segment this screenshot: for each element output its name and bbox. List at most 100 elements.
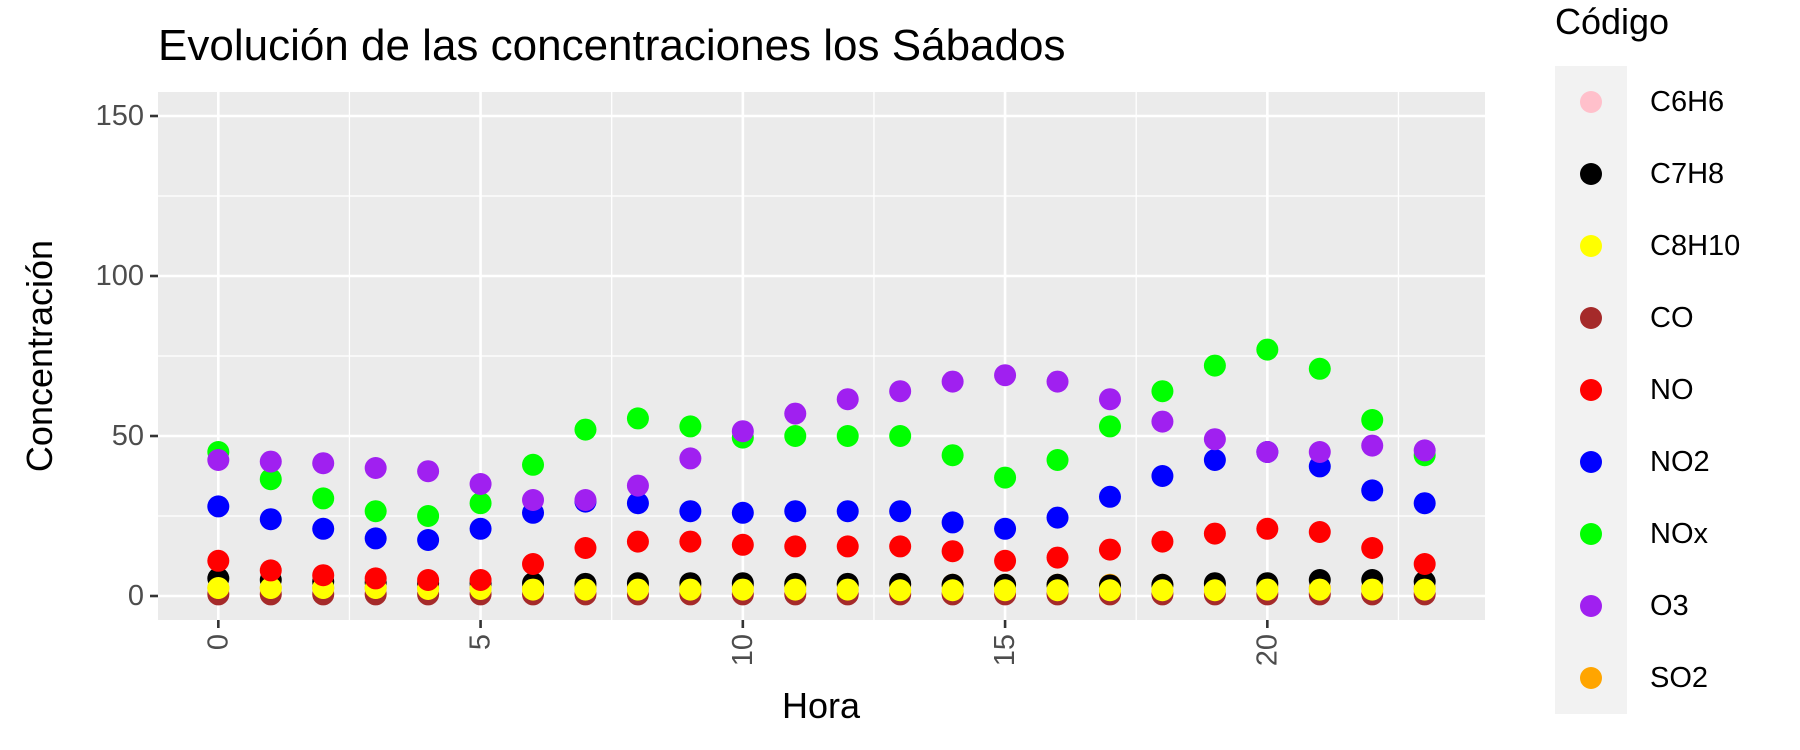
point-o3 <box>731 420 754 443</box>
legend-item-so2: SO2 <box>1580 662 1708 694</box>
point-c8h10 <box>994 579 1017 602</box>
series-no <box>207 517 1436 591</box>
point-no2 <box>469 517 492 540</box>
point-c8h10 <box>207 577 230 599</box>
legend-item-no: NO <box>1580 374 1694 406</box>
y-axis: 0 50 100 150 <box>96 100 158 612</box>
point-no2 <box>994 517 1017 540</box>
point-c8h10 <box>1256 578 1279 601</box>
point-nox <box>836 425 859 447</box>
legend-key-so2 <box>1580 667 1602 689</box>
point-nox <box>679 415 702 438</box>
legend-item-c6h6: C6H6 <box>1580 86 1724 118</box>
point-no <box>941 540 964 563</box>
point-o3 <box>679 447 702 470</box>
legend-item-o3: O3 <box>1580 590 1689 622</box>
point-nox <box>1203 354 1226 377</box>
legend-label-co: CO <box>1650 302 1694 334</box>
point-nox <box>889 425 912 447</box>
point-o3 <box>417 460 440 483</box>
point-nox <box>417 505 440 527</box>
point-o3 <box>1098 388 1121 411</box>
point-c8h10 <box>836 578 859 601</box>
point-nox <box>784 425 807 447</box>
legend: Código C6H6 C7H8 C8H10 CO NO NO2 NOx O3 SO2 <box>1555 1 1740 714</box>
x-tick-label: 5 <box>465 634 497 650</box>
point-c8h10 <box>1413 578 1436 601</box>
point-no <box>626 530 649 553</box>
point-o3 <box>469 473 492 495</box>
legend-label-so2: SO2 <box>1650 662 1708 694</box>
point-c8h10 <box>259 577 282 599</box>
point-no <box>1308 521 1331 543</box>
point-o3 <box>836 388 859 411</box>
legend-key-no <box>1580 379 1602 401</box>
point-nox <box>1361 409 1384 431</box>
point-no <box>1413 553 1436 575</box>
legend-label-c6h6: C6H6 <box>1650 86 1724 118</box>
point-o3 <box>574 489 597 511</box>
point-o3 <box>1361 434 1384 457</box>
point-no2 <box>1046 506 1069 529</box>
legend-item-nox: NOx <box>1580 518 1709 550</box>
point-no <box>1151 530 1174 553</box>
point-no2 <box>364 527 387 550</box>
point-no2 <box>889 500 912 523</box>
x-axis: 0 5 10 15 20 <box>202 620 1283 666</box>
x-tick-label: 15 <box>989 634 1021 666</box>
x-axis-title: Hora <box>782 685 861 726</box>
point-no <box>574 537 597 559</box>
point-no <box>1098 538 1121 561</box>
point-no2 <box>731 501 754 524</box>
point-no2 <box>836 500 859 523</box>
point-no2 <box>417 529 440 551</box>
legend-title: Código <box>1555 1 1669 42</box>
x-tick-label: 0 <box>202 634 234 650</box>
x-tick-label: 10 <box>727 634 759 666</box>
point-no2 <box>312 517 335 540</box>
point-no <box>522 553 545 575</box>
y-tick-label: 150 <box>96 100 144 132</box>
point-no <box>784 535 807 558</box>
legend-key-nox <box>1580 523 1602 545</box>
point-nox <box>259 468 282 491</box>
point-c8h10 <box>941 579 964 602</box>
point-no <box>994 549 1017 572</box>
point-c8h10 <box>731 578 754 601</box>
point-no2 <box>626 492 649 515</box>
point-c8h10 <box>626 578 649 601</box>
point-no <box>1046 546 1069 569</box>
point-no <box>259 559 282 582</box>
point-o3 <box>207 449 230 471</box>
legend-label-c8h10: C8H10 <box>1650 230 1740 262</box>
point-o3 <box>784 402 807 425</box>
legend-item-c7h8: C7H8 <box>1580 158 1724 190</box>
y-tick-label: 100 <box>96 260 144 292</box>
point-no <box>1361 537 1384 559</box>
point-no <box>1203 522 1226 545</box>
point-no2 <box>1413 492 1436 515</box>
legend-key-co <box>1580 307 1602 329</box>
point-no2 <box>1098 485 1121 508</box>
point-no <box>679 530 702 553</box>
point-nox <box>469 492 492 515</box>
legend-label-no2: NO2 <box>1650 446 1710 478</box>
point-c8h10 <box>889 579 912 602</box>
point-nox <box>522 453 545 476</box>
legend-key-c6h6 <box>1580 91 1602 113</box>
point-o3 <box>994 364 1017 387</box>
x-tick-label: 20 <box>1251 634 1283 666</box>
point-nox <box>626 407 649 430</box>
series-o3 <box>207 364 1436 511</box>
point-o3 <box>626 474 649 497</box>
point-c8h10 <box>522 578 545 601</box>
y-tick-label: 50 <box>112 420 144 452</box>
point-o3 <box>312 452 335 475</box>
point-no2 <box>1203 449 1226 471</box>
point-c8h10 <box>1203 579 1226 602</box>
point-o3 <box>1046 370 1069 393</box>
legend-label-o3: O3 <box>1650 590 1689 622</box>
point-o3 <box>1256 441 1279 463</box>
legend-key-c7h8 <box>1580 163 1602 185</box>
point-nox <box>1046 449 1069 471</box>
